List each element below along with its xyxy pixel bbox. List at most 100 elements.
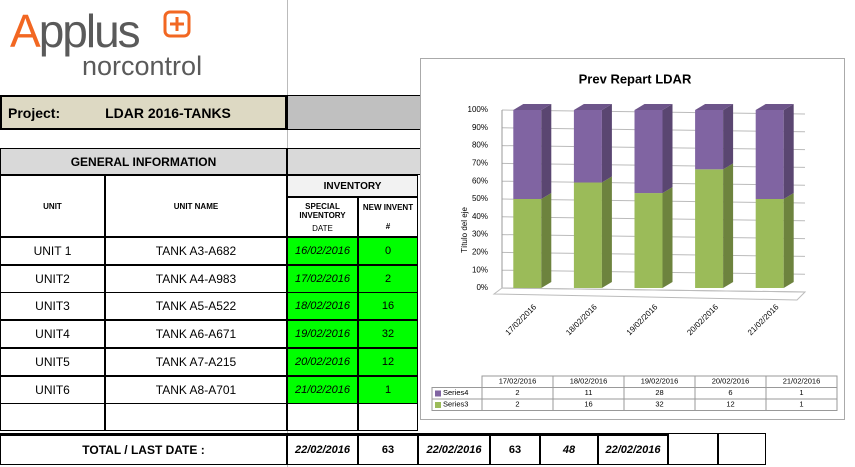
- data-table-value: 12: [726, 400, 734, 409]
- column-header: UNIT: [0, 175, 105, 237]
- legend-label: Series3: [443, 400, 468, 409]
- bar-side: [601, 176, 612, 288]
- unit-cell: UNIT5: [0, 347, 105, 376]
- empty-cell: [287, 403, 358, 431]
- data-table-header: 19/02/2016: [641, 377, 679, 386]
- header-text: #: [385, 222, 391, 231]
- y-tick-label: 30%: [472, 230, 488, 239]
- empty-cell: [0, 403, 105, 431]
- bar-segment: [634, 110, 663, 194]
- floor: [492, 287, 807, 301]
- data-table-value: 11: [585, 388, 593, 397]
- data-table-value: 28: [655, 388, 663, 397]
- unit-cell: UNIT6: [0, 375, 105, 404]
- unit-cell: UNIT 1: [0, 237, 105, 265]
- bar-segment: [513, 199, 542, 288]
- group-header: INVENTORY: [287, 175, 418, 197]
- unit-name-cell: TANK A5-A522: [105, 292, 287, 321]
- total-cell: 22/02/2016: [287, 433, 358, 465]
- bar-side: [723, 163, 734, 288]
- bar-side: [662, 104, 673, 194]
- section-header: GENERAL INFORMATION: [0, 148, 287, 175]
- count-cell: 0: [358, 237, 418, 265]
- date-cell: 18/02/2016: [287, 292, 358, 321]
- bar-side: [723, 104, 734, 170]
- bar-side: [601, 104, 612, 183]
- unit-name-cell: TANK A3-A682: [105, 237, 287, 265]
- data-table-value: 2: [515, 400, 519, 409]
- total-cell: 63: [358, 433, 418, 465]
- unit-name-cell: TANK A6-A671: [105, 320, 287, 349]
- bar-segment: [513, 110, 542, 199]
- y-tick-label: 90%: [472, 123, 488, 132]
- date-cell: 19/02/2016: [287, 320, 358, 349]
- legend-label: Series4: [443, 388, 468, 397]
- total-cell: 48: [540, 433, 598, 465]
- empty-cell: [358, 403, 418, 431]
- legend-key: [435, 402, 441, 408]
- project-name: LDAR 2016-TANKS: [105, 104, 231, 121]
- y-tick-label: 50%: [472, 194, 488, 203]
- date-cell: 17/02/2016: [287, 264, 358, 293]
- bar-segment: [634, 193, 663, 288]
- data-table-value: 1: [799, 388, 803, 397]
- section-gray: [287, 148, 427, 175]
- data-table-value: 6: [728, 388, 732, 397]
- data-table-header: 18/02/2016: [570, 377, 608, 386]
- bar-side: [783, 104, 794, 199]
- bar-segment: [695, 110, 724, 170]
- logo-sub: norcontrol: [82, 51, 203, 81]
- project-label: Project: LDAR 2016-TANKS: [0, 95, 287, 130]
- empty-cell: [668, 433, 718, 465]
- count-cell: 1: [358, 375, 418, 404]
- logo-brand: Applus: [10, 5, 141, 57]
- y-tick-label: 40%: [472, 212, 488, 221]
- total-cell: 22/02/2016: [418, 433, 490, 465]
- bar-top: [695, 104, 734, 110]
- unit-cell: UNIT4: [0, 320, 105, 349]
- y-tick-label: 0%: [476, 283, 488, 292]
- bar-segment: [573, 110, 602, 183]
- bar-side: [662, 187, 673, 288]
- bar-top: [573, 104, 612, 110]
- header-text: DATE: [312, 223, 333, 233]
- date-cell: 20/02/2016: [287, 347, 358, 376]
- unit-cell: UNIT2: [0, 264, 105, 293]
- total-cell: 63: [490, 433, 540, 465]
- bar-segment: [755, 110, 784, 199]
- date-cell: 21/02/2016: [287, 375, 358, 404]
- data-table-header: 17/02/2016: [499, 377, 537, 386]
- y-tick-label: 20%: [472, 248, 488, 257]
- logo-plus: [163, 10, 191, 38]
- count-cell: 16: [358, 292, 418, 321]
- y-axis-title: Título del eje: [460, 207, 469, 253]
- unit-name-cell: TANK A7-A215: [105, 347, 287, 376]
- count-cell: 2: [358, 264, 418, 293]
- data-table-value: 2: [515, 388, 519, 397]
- data-table-value: 32: [655, 400, 663, 409]
- count-cell: 32: [358, 320, 418, 349]
- data-table-header: 21/02/2016: [783, 377, 821, 386]
- y-tick-label: 60%: [472, 176, 488, 185]
- y-tick-label: 70%: [472, 159, 488, 168]
- column-header: SPECIAL INVENTORY DATE: [287, 197, 358, 237]
- column-header: NEW INVENT #: [358, 197, 418, 237]
- bar-side: [783, 193, 794, 288]
- bar-side: [541, 193, 552, 288]
- count-cell: 12: [358, 347, 418, 376]
- empty-cell: [718, 433, 766, 465]
- y-tick-label: 80%: [472, 141, 488, 150]
- total-cell: TOTAL / LAST DATE :: [0, 433, 287, 465]
- bar-segment: [573, 182, 602, 288]
- unit-cell: UNIT3: [0, 292, 105, 321]
- total-cell: 22/02/2016: [598, 433, 668, 465]
- chart-title: Prev Repart LDAR: [579, 71, 692, 86]
- unit-name-cell: TANK A4-A983: [105, 264, 287, 293]
- project-gray: [287, 95, 427, 130]
- date-cell: 16/02/2016: [287, 237, 358, 265]
- header-text: NEW INVENT: [362, 203, 414, 212]
- bar-top: [755, 104, 794, 110]
- empty-cell: [105, 403, 287, 431]
- data-table-value: 1: [799, 400, 803, 409]
